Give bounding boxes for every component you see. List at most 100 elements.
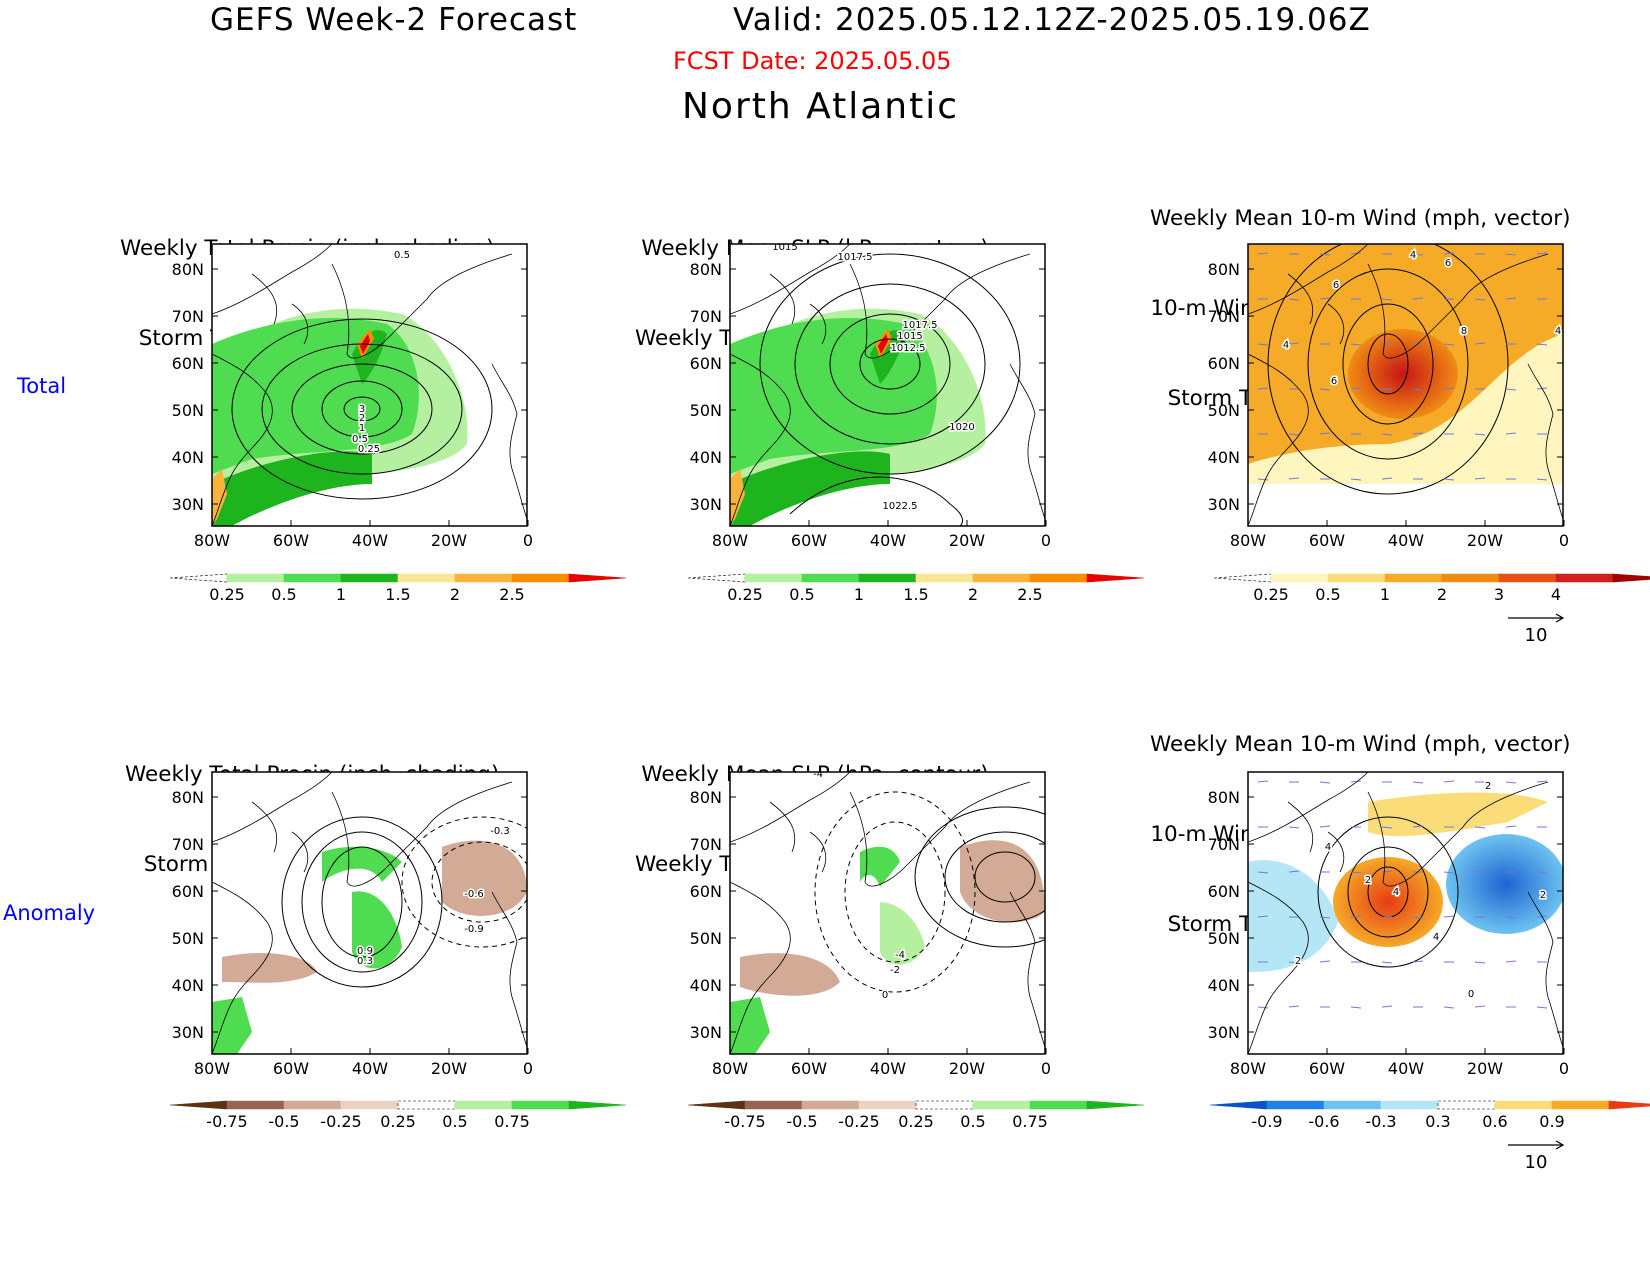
wind-vector [1474,298,1486,301]
contour-line [1342,303,1434,425]
coastline [251,273,309,345]
colorbar-label: 0.25 [1253,585,1289,604]
map-panel: -4 -4 -2 0 80N 70N 60N 50N 40N 30N 80W 60W 40W 20W 0 [690,771,1051,1078]
contour-label: 0 [1468,989,1474,1000]
colorbar-label: 2.5 [499,585,524,604]
coastline [1287,273,1345,345]
lon-tick-label: 60W [1309,531,1345,550]
contour-label: 8 [1461,326,1467,337]
wind-vector [1474,961,1486,964]
contour-label: 6 [1331,376,1337,387]
colorbar: 0.25 0.5 1 2 3 4 [1213,573,1650,604]
coastline [1248,881,1309,1054]
lon-tick-label: 0 [1041,1059,1051,1078]
colorbar-swatch [972,573,1031,583]
row-label-total: Total [17,374,67,398]
lon-tick-label: 80W [194,531,230,550]
lon-tick-label: 40W [352,531,388,550]
colorbar-swatch [454,1100,513,1110]
contour-label: 4 [1393,887,1399,898]
colorbar-swatch [1498,573,1557,583]
row-label-anomaly: Anomaly [3,901,96,925]
colorbar-label: -0.6 [1308,1112,1339,1131]
std-max [1348,329,1458,419]
coastline [331,253,513,359]
colorbar-swatch [454,573,513,583]
contour-line [321,846,403,958]
wind-vector [1505,781,1517,784]
contour-label: 1 [359,423,365,434]
colorbar-label: 0.75 [1012,1112,1048,1131]
precip-max [212,469,227,526]
coastline [1248,772,1369,843]
contour-label: 6 [1333,280,1339,291]
colorbar-label: -0.75 [724,1112,765,1131]
lon-tick-label: 60W [273,1059,309,1078]
lat-tick-label: 70N [690,835,722,854]
lat-tick-label: 30N [1208,495,1240,514]
colorbar-swatch [226,573,285,583]
wind-vector [1505,960,1517,963]
colorbar-swatch [1384,573,1443,583]
lon-tick-label: 20W [431,1059,467,1078]
lat-tick-label: 30N [690,1023,722,1042]
coastline [1248,353,1309,526]
colorbar-label: 0.5 [960,1112,985,1131]
contour-line [1267,244,1509,495]
lat-tick-label: 50N [1208,401,1240,420]
coastline [491,891,527,1048]
colorbar-swatch [744,1100,803,1110]
wind-vector [1350,1006,1362,1009]
colorbar-label: 0.25 [727,585,763,604]
wind-vector [1536,780,1548,783]
contour-line [944,831,1045,923]
wind-vector [1257,871,1269,874]
coastline [212,244,333,315]
wind-vector [1474,826,1486,829]
lon-tick-label: 40W [1388,531,1424,550]
wind-vector [1474,1005,1486,1008]
colorbar-swatch [283,573,342,583]
contour-line [789,476,963,526]
colorbar-label: 0.25 [209,585,245,604]
map-panel: -0.3 -0.6 -0.9 0.90.3 80N 70N 60N 50N 40N 30N 80W 6… [172,771,533,1078]
contour-label: 1022.5 [883,501,918,512]
lat-tick-label: 30N [172,1023,204,1042]
colorbar-label: 0.5 [271,585,296,604]
colorbar-label: -0.25 [320,1112,361,1131]
colorbar-swatch [1494,1100,1553,1110]
colorbar-label: 0.5 [1315,585,1340,604]
colorbar-swatch [858,1100,917,1110]
vector-reference: 10 [1508,613,1565,646]
wind-vector [1443,478,1455,481]
wind-vector [1412,960,1424,963]
contour-line [1347,846,1429,938]
contour-label: 4 [1283,340,1289,351]
contour-label: -0.3 [490,826,510,837]
lat-tick-label: 70N [1208,307,1240,326]
lat-tick-label: 80N [1208,260,1240,279]
wind-vector [1505,297,1517,300]
lon-tick-label: 80W [1230,1059,1266,1078]
colorbar: -0.75 -0.5 -0.25 0.25 0.5 0.75 [687,1100,1145,1131]
coastline [212,772,333,843]
wind-vector [1443,915,1455,918]
contour-label: 2 [1295,956,1301,967]
main-title: GEFS Week-2 Forecast [210,2,578,38]
colorbar-swatch [397,1100,456,1110]
vector-reference: 10 [1508,1140,1565,1173]
colorbar-swatch [1441,573,1500,583]
contour-label: 6 [1445,258,1451,269]
wind-vector [1319,825,1331,828]
lon-tick-label: 0 [523,1059,533,1078]
contour-line [794,283,986,445]
colorbar-swatch [1029,573,1088,583]
wind-vector [1505,432,1517,435]
wind-vector [1288,1005,1300,1008]
coastline [1287,801,1345,873]
colorbar-swatch [397,573,456,583]
colorbar-label: -0.3 [1365,1112,1396,1131]
contour-label: -0.9 [464,924,484,935]
contour-label: 0 [882,990,888,1001]
